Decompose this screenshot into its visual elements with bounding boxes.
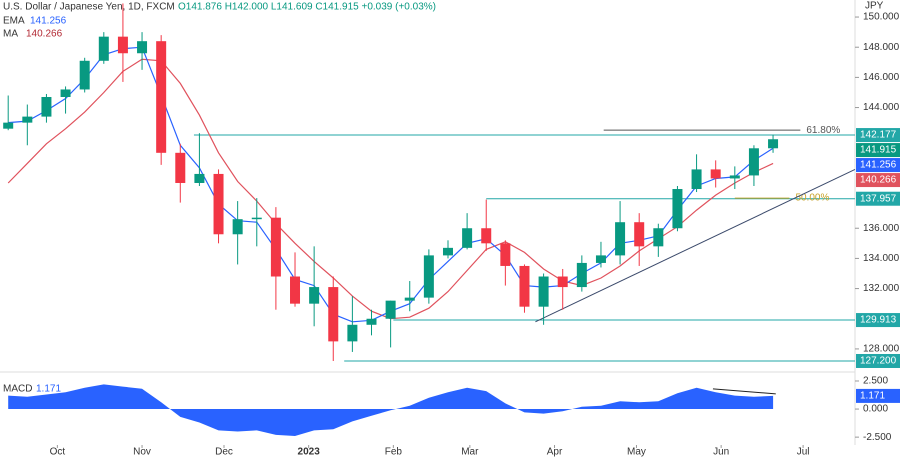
candle-body: [576, 262, 587, 288]
level-label-text: 142.177: [860, 130, 897, 141]
level-label: [856, 128, 900, 143]
level-label-text: 129.913: [860, 315, 897, 326]
x-tick-label: Mar: [461, 447, 479, 458]
indicator-name: EMA: [3, 16, 25, 27]
x-tick-label: May: [627, 447, 646, 458]
candle-body: [328, 287, 339, 342]
trendline: [535, 168, 856, 323]
price-label-text: 141.256: [860, 160, 897, 171]
y2-tick-label: 0.000: [863, 404, 888, 415]
macd-divergence: [712, 388, 776, 395]
y2-tick-label: 2.500: [863, 376, 888, 387]
candle-body: [3, 122, 14, 129]
price-label: [856, 173, 900, 188]
indicator-name: MA: [3, 29, 18, 40]
candle-body: [500, 243, 511, 266]
candle-body: [270, 217, 281, 277]
candle-body: [79, 60, 90, 90]
candle-body: [691, 169, 702, 190]
ohlc: O141.876 H142.000 L141.609 C141.915 +0.0…: [178, 2, 436, 13]
x-tick-label: Jun: [713, 447, 729, 458]
candle-body: [366, 318, 377, 325]
candle-body: [22, 116, 33, 123]
macd-header-value: 1.171: [36, 384, 61, 395]
candle-body: [557, 276, 568, 288]
currency: JPY: [865, 1, 884, 12]
fib-label: 61.80%: [806, 125, 840, 136]
candle-body: [595, 255, 606, 263]
candle-body: [98, 36, 109, 61]
candle-body: [347, 324, 358, 342]
candle-body: [481, 228, 492, 244]
candle-body: [404, 297, 415, 301]
macd-name: MACD: [3, 384, 32, 395]
y-tick-label: 148.000: [863, 42, 900, 53]
candle-body: [41, 96, 52, 117]
candle-body: [251, 217, 262, 220]
candle-body: [156, 41, 167, 153]
y-tick-label: 146.000: [863, 72, 900, 83]
x-tick-label: 2023: [298, 447, 321, 458]
candle-body: [137, 41, 148, 54]
candle-body: [729, 175, 740, 179]
candle-body: [710, 169, 721, 179]
y2-tick-label: -2.500: [863, 432, 892, 443]
macd-area: [8, 384, 774, 436]
y-tick-label: 136.000: [863, 223, 900, 234]
y-tick-label: 144.000: [863, 102, 900, 113]
level-label-text: 127.200: [860, 356, 897, 367]
candle-body: [672, 189, 683, 229]
indicator-value: 140.266: [26, 29, 63, 40]
x-tick-label: Jul: [797, 447, 810, 458]
candle-body: [194, 173, 205, 183]
indicator-value: 141.256: [30, 16, 67, 27]
candle-body: [768, 139, 779, 149]
candle-body: [462, 228, 473, 248]
plot: 61.80% 50.00%: [3, 3, 859, 448]
price-label: [856, 158, 900, 173]
level-label: [856, 353, 900, 368]
candle-body: [748, 148, 759, 176]
fib-label: 50.00%: [795, 193, 829, 204]
candle-body: [615, 222, 626, 256]
candle-body: [232, 219, 243, 235]
level-label: [856, 191, 900, 206]
x-tick-label: Dec: [215, 447, 233, 458]
level-label: [856, 313, 900, 328]
candle-body: [423, 255, 434, 298]
y-tick-label: 128.000: [863, 344, 900, 355]
candle-body: [519, 265, 530, 307]
x-tick-label: Feb: [385, 447, 403, 458]
macd-label-text: 1.171: [860, 391, 885, 402]
price-label: [856, 143, 900, 158]
candle-body: [213, 173, 224, 235]
x-tick-label: Nov: [133, 447, 151, 458]
candle-body: [290, 276, 301, 304]
y-tick-label: 132.000: [863, 283, 900, 294]
candle-body: [60, 89, 71, 97]
candle-body: [309, 287, 320, 304]
candle-body: [538, 276, 549, 307]
y-tick-label: 134.000: [863, 253, 900, 264]
x-tick-label: Oct: [50, 447, 66, 458]
price-label-text: 140.266: [860, 175, 897, 186]
x-tick-label: Apr: [547, 447, 563, 458]
price-label-text: 141.915: [860, 145, 897, 156]
y-tick-label: 150.000: [863, 12, 900, 23]
symbol-title: U.S. Dollar / Japanese Yen, 1D, FXCM: [3, 2, 175, 13]
macd-label: [856, 388, 900, 403]
level-label-text: 137.957: [860, 193, 897, 204]
candle-body: [442, 247, 453, 256]
candle-body: [653, 228, 664, 247]
candle-body: [175, 152, 186, 183]
candle-body: [385, 300, 396, 319]
candle-body: [117, 36, 128, 54]
candle-body: [634, 222, 645, 247]
